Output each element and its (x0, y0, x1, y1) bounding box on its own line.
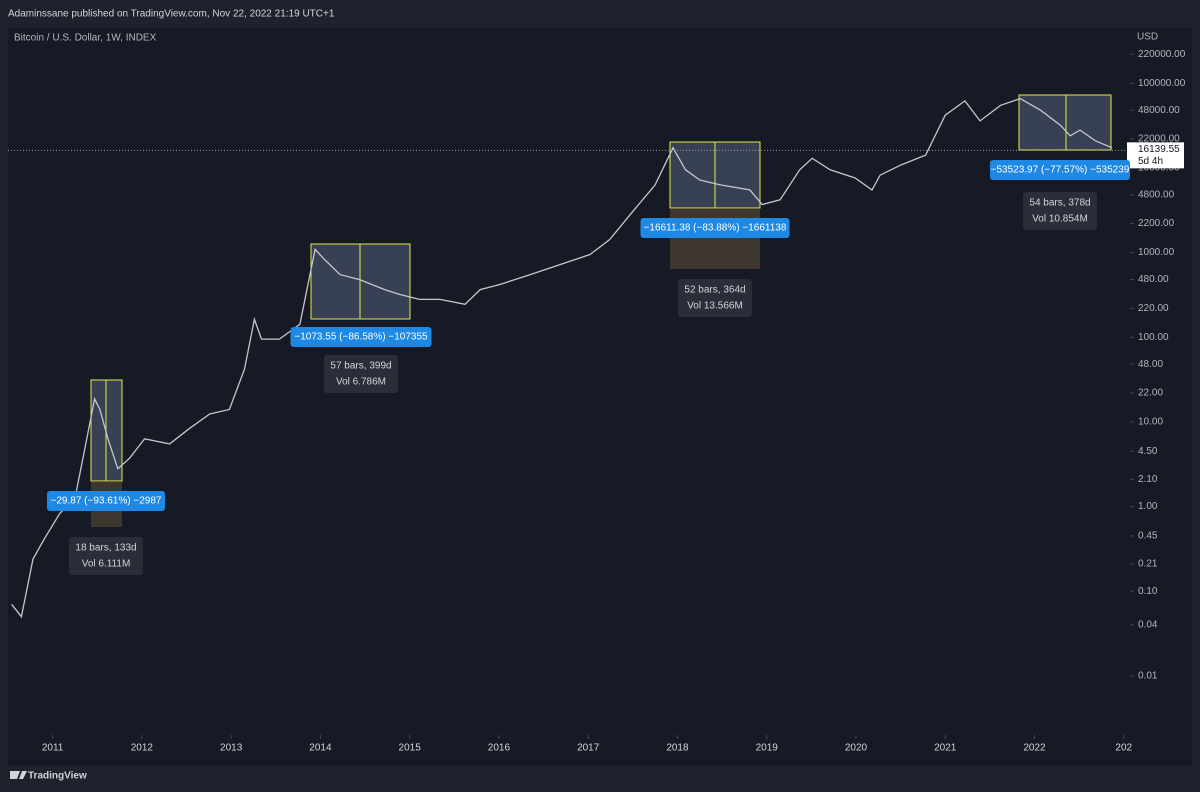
y-tick-label: 22.00 (1138, 388, 1163, 399)
header: Adaminssane published on TradingView.com… (8, 9, 335, 20)
logo (10, 771, 27, 779)
y-tick-label: 100.00 (1138, 332, 1169, 343)
x-tick-label: 2018 (666, 743, 689, 754)
bars-label: 52 bars, 364d (684, 285, 745, 296)
bars-label: 54 bars, 378d (1029, 198, 1090, 209)
x-tick-label: 2011 (42, 743, 64, 754)
x-tick-label: 2012 (131, 743, 154, 754)
y-tick-label: 0.21 (1138, 559, 1158, 570)
change-label: −53523.97 (−77.57%) −535239 (991, 165, 1130, 176)
y-tick-label: 48.00 (1138, 359, 1163, 370)
bars-label: 18 bars, 133d (75, 543, 136, 554)
bars-label: 57 bars, 399d (330, 361, 391, 372)
y-tick-label: 48000.00 (1138, 105, 1180, 116)
y-tick-label: 10.00 (1138, 417, 1163, 428)
change-label-box (640, 218, 790, 238)
y-tick-label: 2.10 (1138, 474, 1158, 485)
x-tick-label: 2022 (1023, 743, 1046, 754)
y-tick-label: 1000.00 (1138, 247, 1175, 258)
y-tick-label: 220000.00 (1138, 49, 1186, 60)
y-tick-label: 480.00 (1138, 274, 1169, 285)
change-label: −16611.38 (−83.88%) −1661138 (644, 223, 787, 234)
last-price-box (1127, 142, 1184, 169)
y-unit: USD (1137, 32, 1158, 43)
change-label: −1073.55 (−86.58%) −107355 (294, 332, 428, 343)
x-tick-label: 2016 (488, 743, 511, 754)
change-label: −29.87 (−93.61%) −2987 (51, 496, 162, 507)
y-tick-label: 220.00 (1138, 303, 1169, 314)
y-tick-label: 22000.00 (1138, 134, 1180, 145)
info-box (678, 279, 752, 317)
y-tick-label: 0.01 (1138, 670, 1158, 681)
x-tick-label: 2015 (399, 743, 422, 754)
chart-title: Bitcoin / U.S. Dollar, 1W, INDEX (14, 33, 157, 44)
y-tick-label: 4800.00 (1138, 190, 1175, 201)
price-line (11, 97, 1113, 619)
vol-label: Vol 6.111M (82, 559, 131, 570)
x-tick-label: 2014 (309, 743, 332, 754)
vol-label: Vol 10.854M (1032, 214, 1088, 225)
info-box (1023, 192, 1097, 230)
info-box (69, 537, 143, 575)
y-tick-label: 4.50 (1138, 446, 1158, 457)
y-tick-label: 0.04 (1138, 620, 1158, 631)
footer: TradingView (28, 771, 87, 782)
vol-label: Vol 13.566M (687, 301, 743, 312)
last-price-countdown: 5d 4h (1138, 156, 1163, 167)
y-tick-label: 1.00 (1138, 501, 1158, 512)
x-tick-label: 2019 (756, 743, 779, 754)
x-tick-label: 202 (1115, 743, 1132, 754)
vol-label: Vol 6.786M (336, 377, 386, 388)
x-tick-label: 2021 (934, 743, 957, 754)
y-tick-label: 0.10 (1138, 586, 1158, 597)
info-box (324, 355, 398, 393)
x-tick-label: 2013 (220, 743, 243, 754)
plot-background (8, 28, 1192, 766)
y-tick-label: 100000.00 (1138, 78, 1186, 89)
change-label-box (47, 491, 165, 511)
x-tick-label: 2020 (845, 743, 868, 754)
y-tick-label: 2200.00 (1138, 218, 1175, 229)
x-tick-label: 2017 (577, 743, 600, 754)
change-label-box (990, 160, 1130, 180)
last-price-label: 16139.55 (1138, 144, 1180, 155)
y-tick-label: 0.45 (1138, 531, 1158, 542)
change-label-box (290, 327, 432, 347)
